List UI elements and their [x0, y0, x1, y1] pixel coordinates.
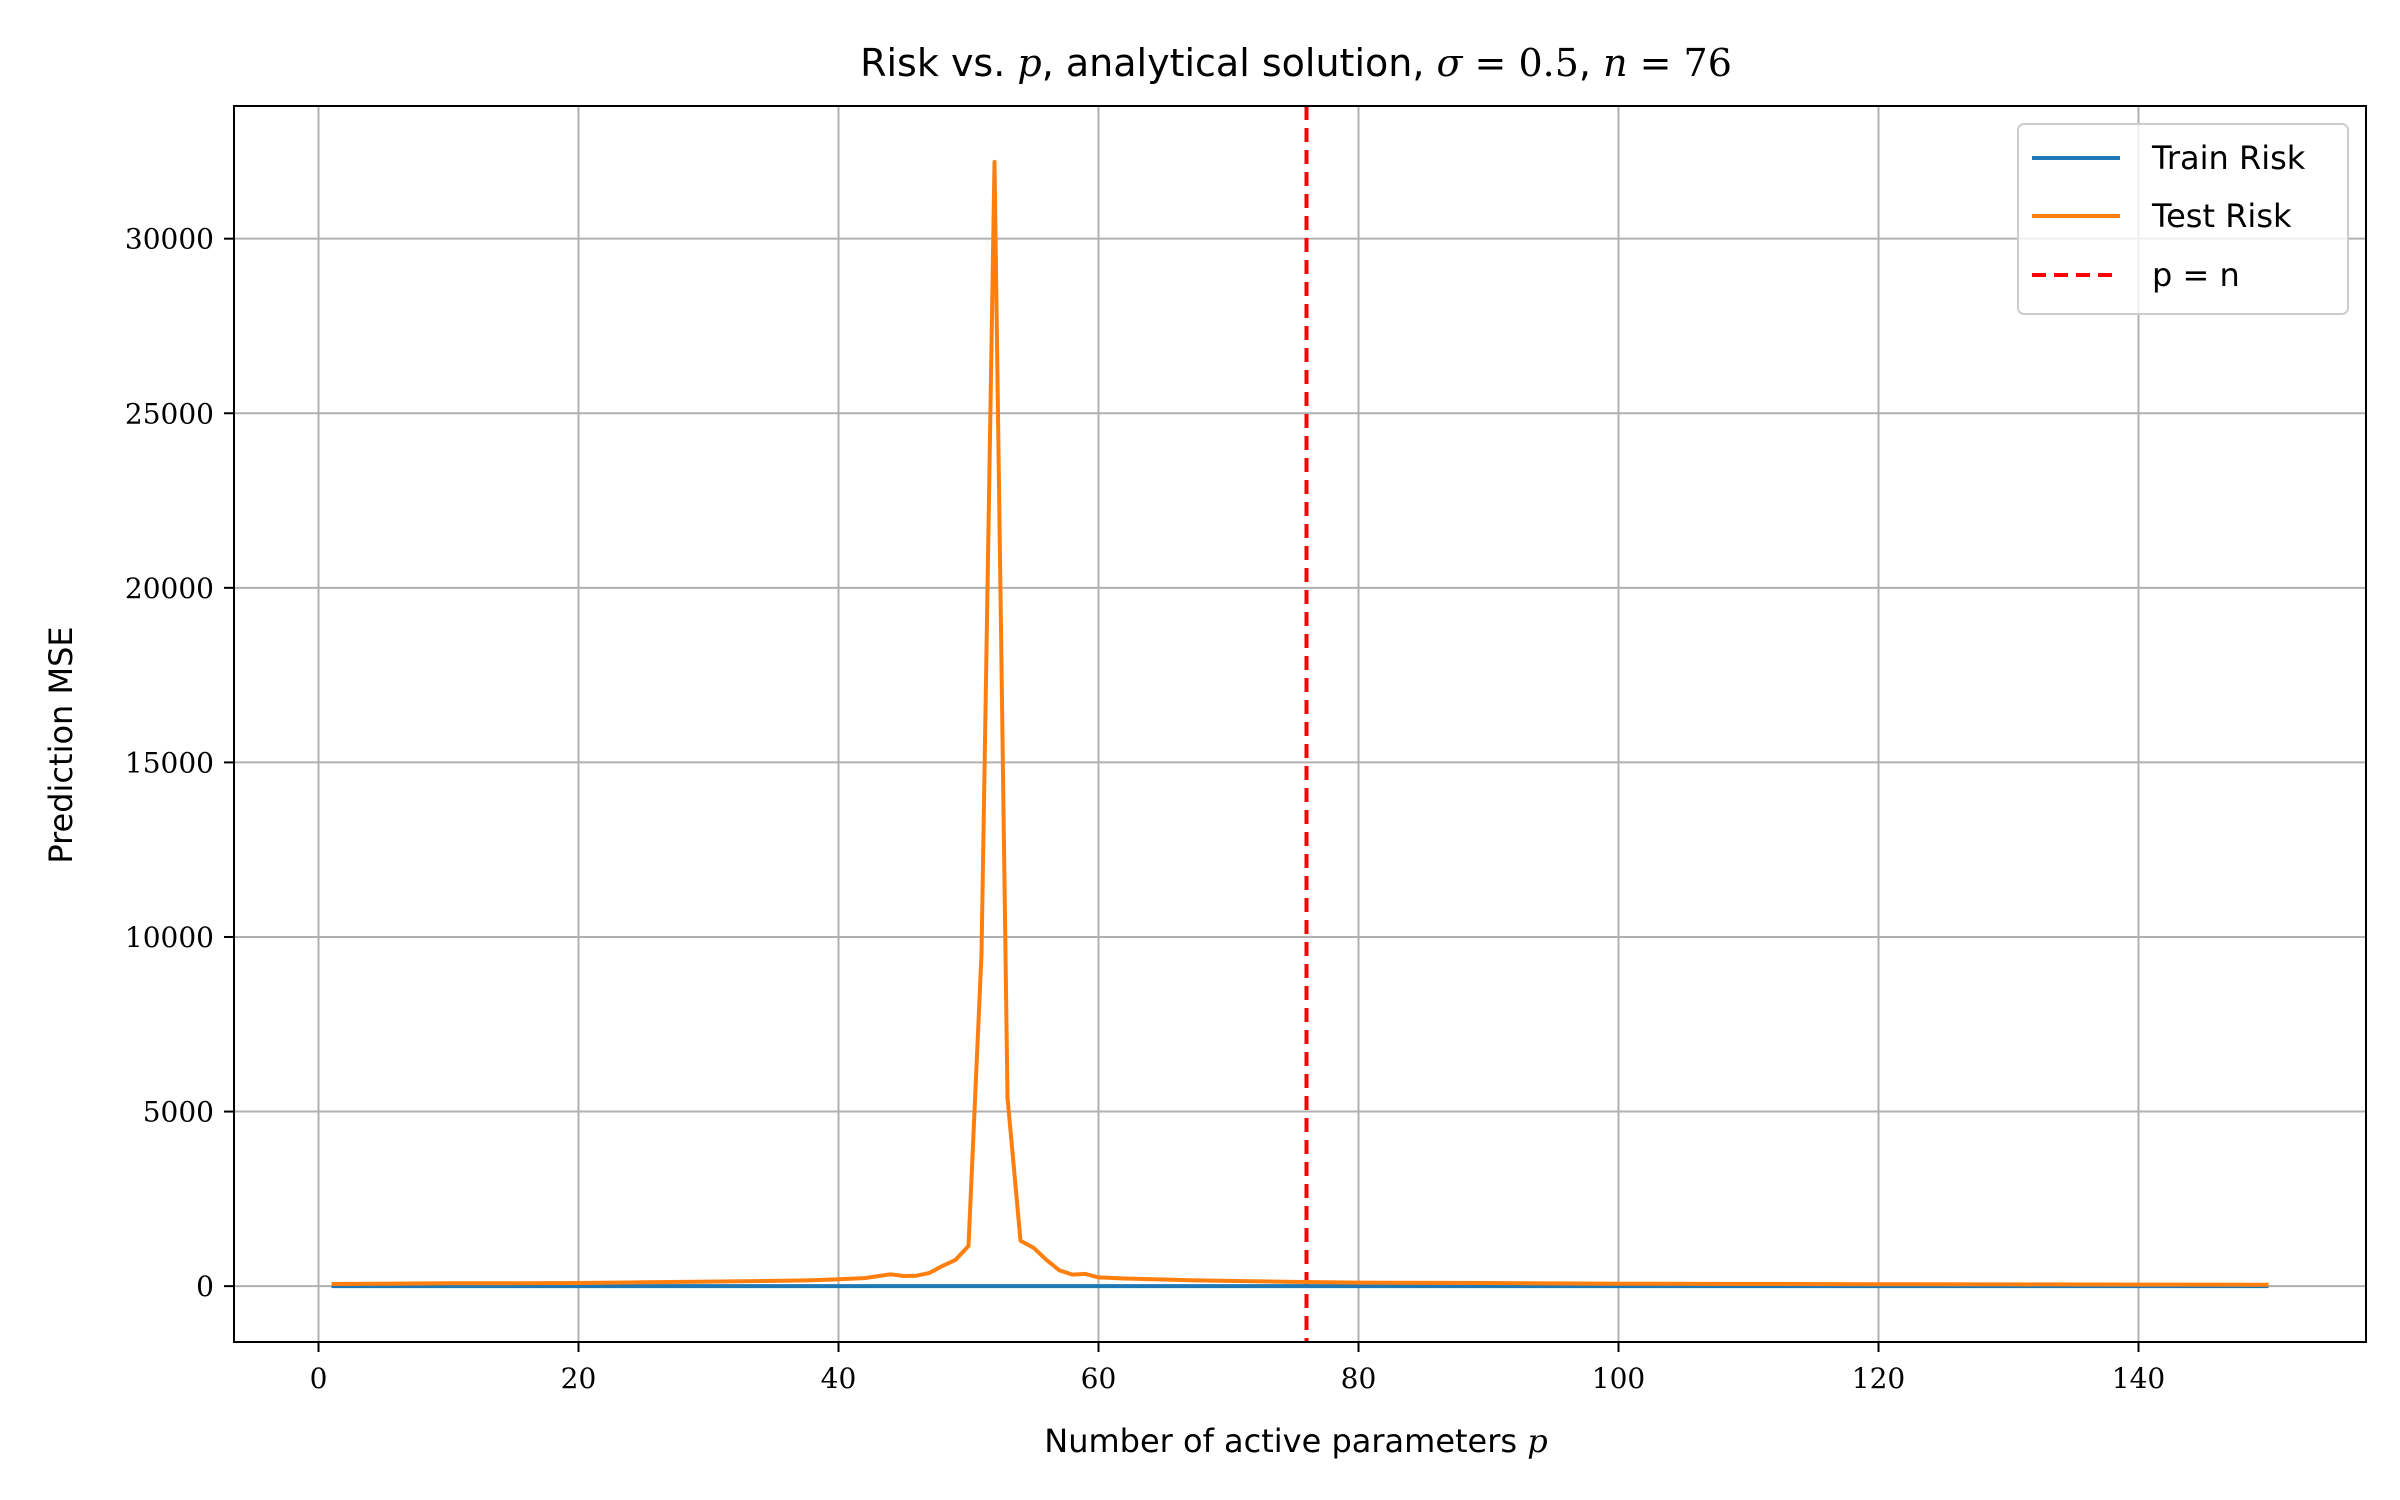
title-sigma-symbol: σ — [1437, 41, 1464, 85]
x-tick-label: 80 — [1341, 1362, 1377, 1395]
title-n-symbol: n — [1603, 41, 1627, 85]
legend-label-test-risk: Test Risk — [2151, 197, 2292, 235]
x-tick-label: 120 — [1852, 1362, 1905, 1395]
x-tick-label: 40 — [821, 1362, 857, 1395]
y-tick-label: 15000 — [125, 746, 214, 779]
title-comma: , — [1579, 41, 1603, 85]
x-tick-label: 20 — [561, 1362, 597, 1395]
title-sigma-eq: = — [1462, 41, 1518, 85]
title-n-value: 76 — [1684, 41, 1732, 85]
x-tick-label: 60 — [1081, 1362, 1117, 1395]
x-axis-label: Number of active parameters p — [1044, 1422, 1547, 1460]
title-prefix: Risk vs. — [860, 41, 1017, 85]
y-tick-label: 10000 — [125, 921, 214, 954]
x-tick-label: 140 — [2112, 1362, 2165, 1395]
x-tick-label: 100 — [1592, 1362, 1645, 1395]
series-group — [331, 159, 2269, 1289]
legend: Train Risk Test Risk p = n — [2017, 123, 2349, 315]
y-tick-label: 20000 — [125, 572, 214, 605]
x-tick-label: 0 — [310, 1362, 328, 1395]
y-tick-label: 0 — [196, 1270, 214, 1303]
y-tick-label: 5000 — [143, 1096, 214, 1129]
plot-area-frame — [233, 105, 2367, 1343]
legend-label-train-risk: Train Risk — [2151, 139, 2306, 177]
title-n-eq: = — [1628, 41, 1684, 85]
legend-label-p-equals-n: p = n — [2152, 256, 2240, 294]
y-tick-label: 30000 — [125, 223, 214, 256]
title-p-symbol: p — [1017, 41, 1041, 85]
legend-box — [2017, 123, 2349, 315]
x-axis-label-symbol: p — [1527, 1422, 1547, 1460]
y-axis-label: Prediction MSE — [42, 626, 80, 863]
x-axis-label-text: Number of active parameters — [1044, 1422, 1527, 1460]
series-line-test-risk — [331, 159, 2269, 1287]
title-middle: , analytical solution, — [1042, 41, 1437, 85]
chart-title: Risk vs. p, analytical solution, σ = 0.5… — [860, 41, 1732, 85]
y-tick-label: 25000 — [125, 397, 214, 430]
title-sigma-value: 0.5 — [1518, 41, 1578, 85]
axis-ticks: 0 20 40 60 80 100 120 140 0 5000 10000 15000 20000 25… — [125, 223, 2165, 1395]
